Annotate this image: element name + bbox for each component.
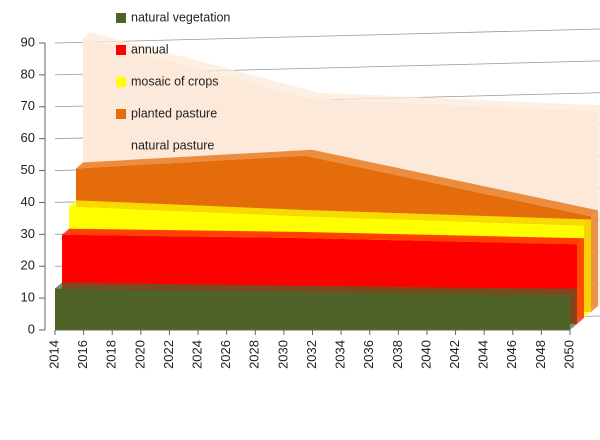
y-tick-label: 10	[21, 290, 35, 305]
x-tick-label: 2024	[189, 340, 204, 369]
area-top	[62, 228, 584, 245]
legend: natural vegetation annual mosaic of crops p…	[116, 10, 230, 152]
y-tick-label: 70	[21, 98, 35, 113]
x-tick-label: 2038	[390, 340, 405, 369]
area-top	[55, 282, 577, 295]
x-tick-label: 2034	[333, 340, 348, 369]
legend-label: planted pasture	[131, 106, 217, 120]
x-tick-label: 2016	[75, 340, 90, 369]
x-tick-label: 2032	[304, 340, 319, 369]
y-tick-label: 50	[21, 162, 35, 177]
legend-swatch	[116, 109, 126, 119]
y-tick-label: 20	[21, 258, 35, 273]
x-tick-label: 2028	[247, 340, 262, 369]
x-tick-label: 2022	[161, 340, 176, 369]
area	[55, 288, 570, 330]
x-tick-label: 2044	[476, 340, 491, 369]
x-tick-label: 2014	[46, 340, 61, 369]
legend-swatch	[116, 77, 126, 87]
y-tick-label: 80	[21, 66, 35, 81]
area-side	[591, 210, 598, 312]
area-side	[570, 288, 577, 330]
x-tick-label: 2048	[533, 340, 548, 369]
y-tick-label: 30	[21, 226, 35, 241]
legend-swatch	[116, 13, 126, 23]
area-top	[69, 200, 591, 226]
grid-line	[54, 28, 600, 44]
x-tick-label: 2020	[132, 340, 147, 369]
x-tick-label: 2050	[561, 340, 576, 369]
legend-label: natural vegetation	[131, 10, 230, 24]
legend-label: annual	[131, 42, 169, 56]
y-tick-label: 0	[28, 321, 35, 336]
y-tick-label: 90	[21, 34, 35, 49]
area-side	[584, 219, 591, 318]
x-tick-label: 2042	[447, 340, 462, 369]
x-tick-label: 2036	[361, 340, 376, 369]
legend-swatch	[116, 45, 126, 55]
y-tick-label: 40	[21, 194, 35, 209]
x-tick-label: 2030	[275, 340, 290, 369]
x-tick-label: 2018	[104, 340, 119, 369]
area-top	[83, 32, 600, 112]
x-tick-label: 2046	[504, 340, 519, 369]
x-tick-label: 2040	[418, 340, 433, 369]
area-side	[577, 238, 584, 324]
y-tick-label: 60	[21, 130, 35, 145]
x-tick-label: 2026	[218, 340, 233, 369]
legend-swatch	[116, 141, 126, 151]
legend-label: mosaic of crops	[131, 74, 219, 88]
legend-label: natural pasture	[131, 138, 214, 152]
